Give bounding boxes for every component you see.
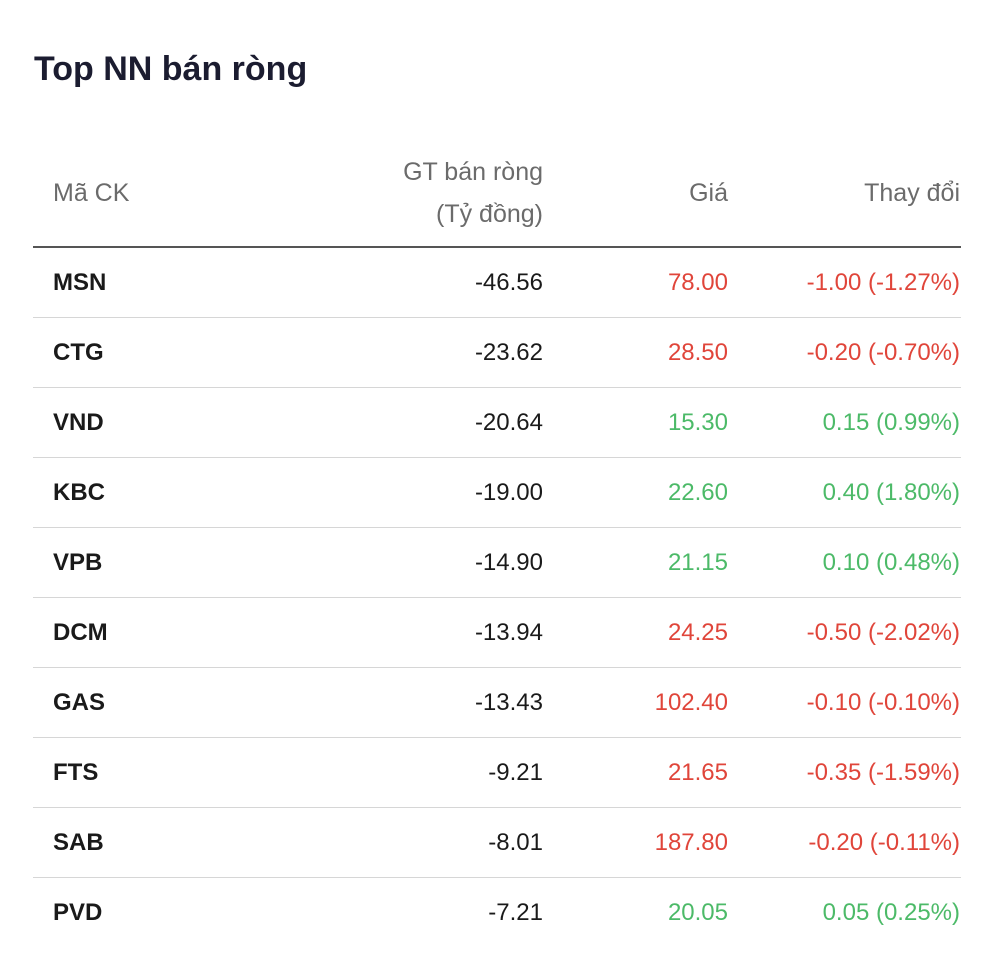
net-sell-value: -8.01 — [488, 828, 543, 856]
net-sell-value: -19.00 — [474, 478, 543, 506]
header-price: Giá — [689, 179, 728, 207]
stock-code[interactable]: DCM — [53, 618, 108, 646]
header-net-sell-value-line1: GT bán ròng — [403, 158, 543, 186]
table-row[interactable]: MSN -46.56 78.00 -1.00 (-1.27%) — [33, 248, 961, 318]
table-row[interactable]: VND -20.64 15.30 0.15 (0.99%) — [33, 388, 961, 458]
price: 21.65 — [667, 758, 728, 786]
stock-code[interactable]: KBC — [53, 478, 105, 506]
net-sell-value: -13.43 — [474, 688, 543, 716]
price: 22.60 — [667, 478, 728, 506]
price: 28.50 — [667, 338, 728, 366]
table-row[interactable]: VPB -14.90 21.15 0.10 (0.48%) — [33, 528, 961, 598]
net-sell-table: Mã CK GT bán ròng (Tỷ đồng) Giá Thay đổi… — [33, 140, 961, 948]
header-net-sell-value: GT bán ròng (Tỷ đồng) — [243, 151, 543, 235]
price-change: -1.00 (-1.27%) — [806, 268, 960, 296]
price-change: 0.15 (0.99%) — [822, 408, 960, 436]
price-change: 0.10 (0.48%) — [822, 548, 960, 576]
stock-code[interactable]: MSN — [53, 268, 107, 296]
stock-code[interactable]: PVD — [53, 899, 103, 926]
stock-code[interactable]: SAB — [53, 828, 104, 856]
net-sell-value: -9.21 — [488, 758, 543, 786]
table-row[interactable]: KBC -19.00 22.60 0.40 (1.80%) — [33, 458, 961, 528]
price-change: -0.20 (-0.70%) — [806, 338, 960, 366]
header-net-sell-value-line2: (Tỷ đồng) — [436, 200, 543, 228]
stock-code[interactable]: VND — [53, 408, 104, 436]
net-sell-value: -46.56 — [474, 268, 543, 296]
net-sell-value: -7.21 — [488, 899, 543, 926]
price-change: -0.35 (-1.59%) — [806, 758, 960, 786]
net-sell-value: -14.90 — [474, 548, 543, 576]
header-code: Mã CK — [53, 179, 130, 207]
header-change: Thay đổi — [864, 179, 960, 207]
price-change: -0.10 (-0.10%) — [806, 688, 960, 716]
table-row[interactable]: SAB -8.01 187.80 -0.20 (-0.11%) — [33, 808, 961, 878]
table-row[interactable]: GAS -13.43 102.40 -0.10 (-0.10%) — [33, 668, 961, 738]
net-sell-value: -13.94 — [474, 618, 543, 646]
price-change: 0.05 (0.25%) — [822, 899, 960, 926]
net-sell-value: -23.62 — [474, 338, 543, 366]
panel-title: Top NN bán ròng — [34, 50, 308, 88]
stock-code[interactable]: FTS — [53, 758, 99, 786]
table-row[interactable]: CTG -23.62 28.50 -0.20 (-0.70%) — [33, 318, 961, 388]
price: 102.40 — [654, 688, 728, 716]
price-change: 0.40 (1.80%) — [822, 478, 960, 506]
table-header: Mã CK GT bán ròng (Tỷ đồng) Giá Thay đổi — [33, 140, 961, 248]
price: 20.05 — [667, 899, 728, 926]
price: 15.30 — [667, 408, 728, 436]
price: 21.15 — [667, 548, 728, 576]
table-row[interactable]: PVD -7.21 20.05 0.05 (0.25%) — [33, 878, 961, 948]
price-change: -0.50 (-2.02%) — [806, 618, 960, 646]
stock-code[interactable]: CTG — [53, 338, 104, 366]
price-change: -0.20 (-0.11%) — [808, 828, 960, 856]
price: 187.80 — [654, 828, 728, 856]
price: 24.25 — [667, 618, 728, 646]
stock-code[interactable]: GAS — [53, 688, 106, 716]
net-sell-value: -20.64 — [474, 408, 543, 436]
table-row[interactable]: DCM -13.94 24.25 -0.50 (-2.02%) — [33, 598, 961, 668]
table-row[interactable]: FTS -9.21 21.65 -0.35 (-1.59%) — [33, 738, 961, 808]
stock-code[interactable]: VPB — [53, 548, 103, 576]
price: 78.00 — [667, 268, 728, 296]
table-body: MSN -46.56 78.00 -1.00 (-1.27%) CTG -23.… — [33, 248, 961, 948]
